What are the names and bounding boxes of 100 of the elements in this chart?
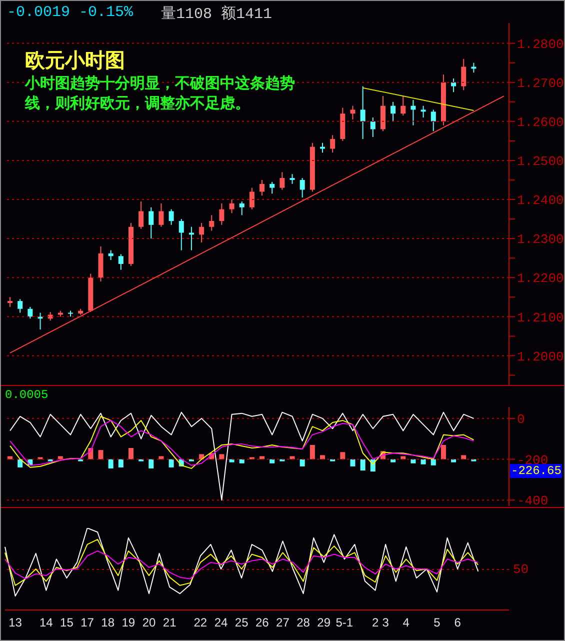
y-tick-label: 1.2000	[517, 349, 564, 364]
y-tick-label: -400	[517, 494, 548, 509]
candlestick	[199, 222, 204, 243]
candlestick	[38, 312, 43, 330]
x-tick-label: 5	[434, 616, 441, 630]
candlestick	[461, 58, 466, 91]
y-tick-label: 1.2600	[517, 115, 564, 130]
candlestick	[108, 250, 114, 261]
candlestick	[148, 206, 154, 240]
candlestick	[270, 181, 275, 194]
bar	[148, 459, 154, 468]
candlestick	[390, 101, 396, 122]
candlestick	[158, 202, 164, 228]
bar	[270, 459, 275, 464]
x-tick-label: 29	[317, 616, 331, 630]
bar	[300, 459, 305, 466]
candlestick	[118, 254, 124, 270]
x-tick-label: 2	[372, 616, 379, 630]
x-tick-label: 26	[255, 616, 270, 630]
text: 小时图趋势十分明显，不破图中这条趋势线，则利好欧元，调整亦不足虑。	[25, 73, 296, 113]
x-tick-label: 22	[194, 616, 208, 630]
x-tick-label: 24	[214, 616, 228, 630]
candlestick	[350, 105, 356, 120]
bar	[219, 454, 224, 460]
text: 欧元小时图	[25, 47, 125, 74]
bar	[290, 456, 295, 460]
x-tick-label: 19	[122, 616, 136, 630]
bar	[390, 459, 396, 462]
candlestick	[360, 86, 366, 140]
candlestick	[18, 298, 23, 314]
bar	[8, 456, 13, 460]
candlestick	[219, 202, 224, 226]
bar	[440, 444, 446, 460]
x-tick-label: 17	[80, 616, 94, 630]
candlestick	[330, 134, 336, 154]
candlestick	[280, 172, 285, 190]
x-tick-label: 21	[162, 616, 177, 630]
bar	[158, 456, 164, 460]
bar	[420, 459, 426, 464]
candlestick	[451, 78, 456, 93]
x-tick-label: 15	[60, 616, 74, 630]
x-tick-label: 4	[402, 616, 410, 630]
bar	[350, 459, 356, 466]
bar	[410, 459, 416, 464]
x-tick-label: 20	[142, 616, 156, 630]
bar	[310, 444, 315, 460]
y-tick-label: 1.2300	[517, 232, 564, 248]
text: -226.65	[510, 464, 562, 478]
candlestick	[400, 96, 406, 116]
bar	[239, 459, 244, 464]
y-tick-label: 1.2200	[517, 271, 564, 286]
candlestick	[420, 105, 426, 118]
x-tick-label: 18	[101, 616, 115, 630]
bar	[430, 459, 436, 466]
bar	[400, 456, 406, 460]
y-tick-label: 1.2400	[517, 193, 564, 208]
y-tick-label: 1.2700	[517, 76, 564, 91]
line-series	[10, 412, 474, 501]
candlestick	[209, 214, 214, 232]
bar	[18, 459, 23, 468]
bar	[340, 452, 346, 460]
bar	[108, 459, 114, 468]
x-tick-label: 5-1	[336, 616, 354, 630]
candlestick	[168, 208, 174, 226]
bar	[451, 459, 456, 462]
x-tick-label: 3	[382, 616, 390, 630]
candlestick	[8, 296, 13, 308]
candlestick	[249, 187, 254, 210]
bar	[98, 450, 104, 460]
candlestick	[260, 179, 265, 196]
bar	[320, 455, 325, 460]
text: 量1108 额1411	[161, 4, 272, 23]
candlestick	[370, 117, 376, 138]
candlestick	[188, 226, 194, 251]
candlestick	[290, 174, 295, 184]
candlestick	[380, 96, 386, 132]
x-tick-label: 27	[276, 616, 290, 630]
x-tick-label: 28	[296, 616, 310, 630]
candlestick	[430, 109, 436, 132]
text: 50	[513, 562, 529, 577]
bar	[461, 455, 466, 460]
x-tick-label: 14	[39, 616, 54, 630]
text: -0.0019 -0.15%	[7, 4, 134, 21]
bar	[128, 448, 134, 460]
y-tick-label: 1.2800	[517, 36, 564, 52]
bar	[260, 456, 265, 460]
candlestick	[229, 199, 234, 214]
text: 0.0005	[5, 388, 48, 402]
candlestick	[138, 200, 144, 230]
candlestick	[178, 218, 184, 251]
candlestick	[28, 306, 33, 320]
y-tick-label: 1.2100	[517, 310, 564, 326]
candlestick	[239, 200, 244, 216]
bar	[168, 459, 174, 468]
y-tick-label: 0	[517, 412, 525, 428]
bar	[229, 459, 234, 462]
candlestick	[410, 99, 416, 126]
bar	[118, 459, 124, 468]
x-tick-label: 6	[454, 616, 462, 630]
x-tick-label: 25	[234, 616, 249, 630]
